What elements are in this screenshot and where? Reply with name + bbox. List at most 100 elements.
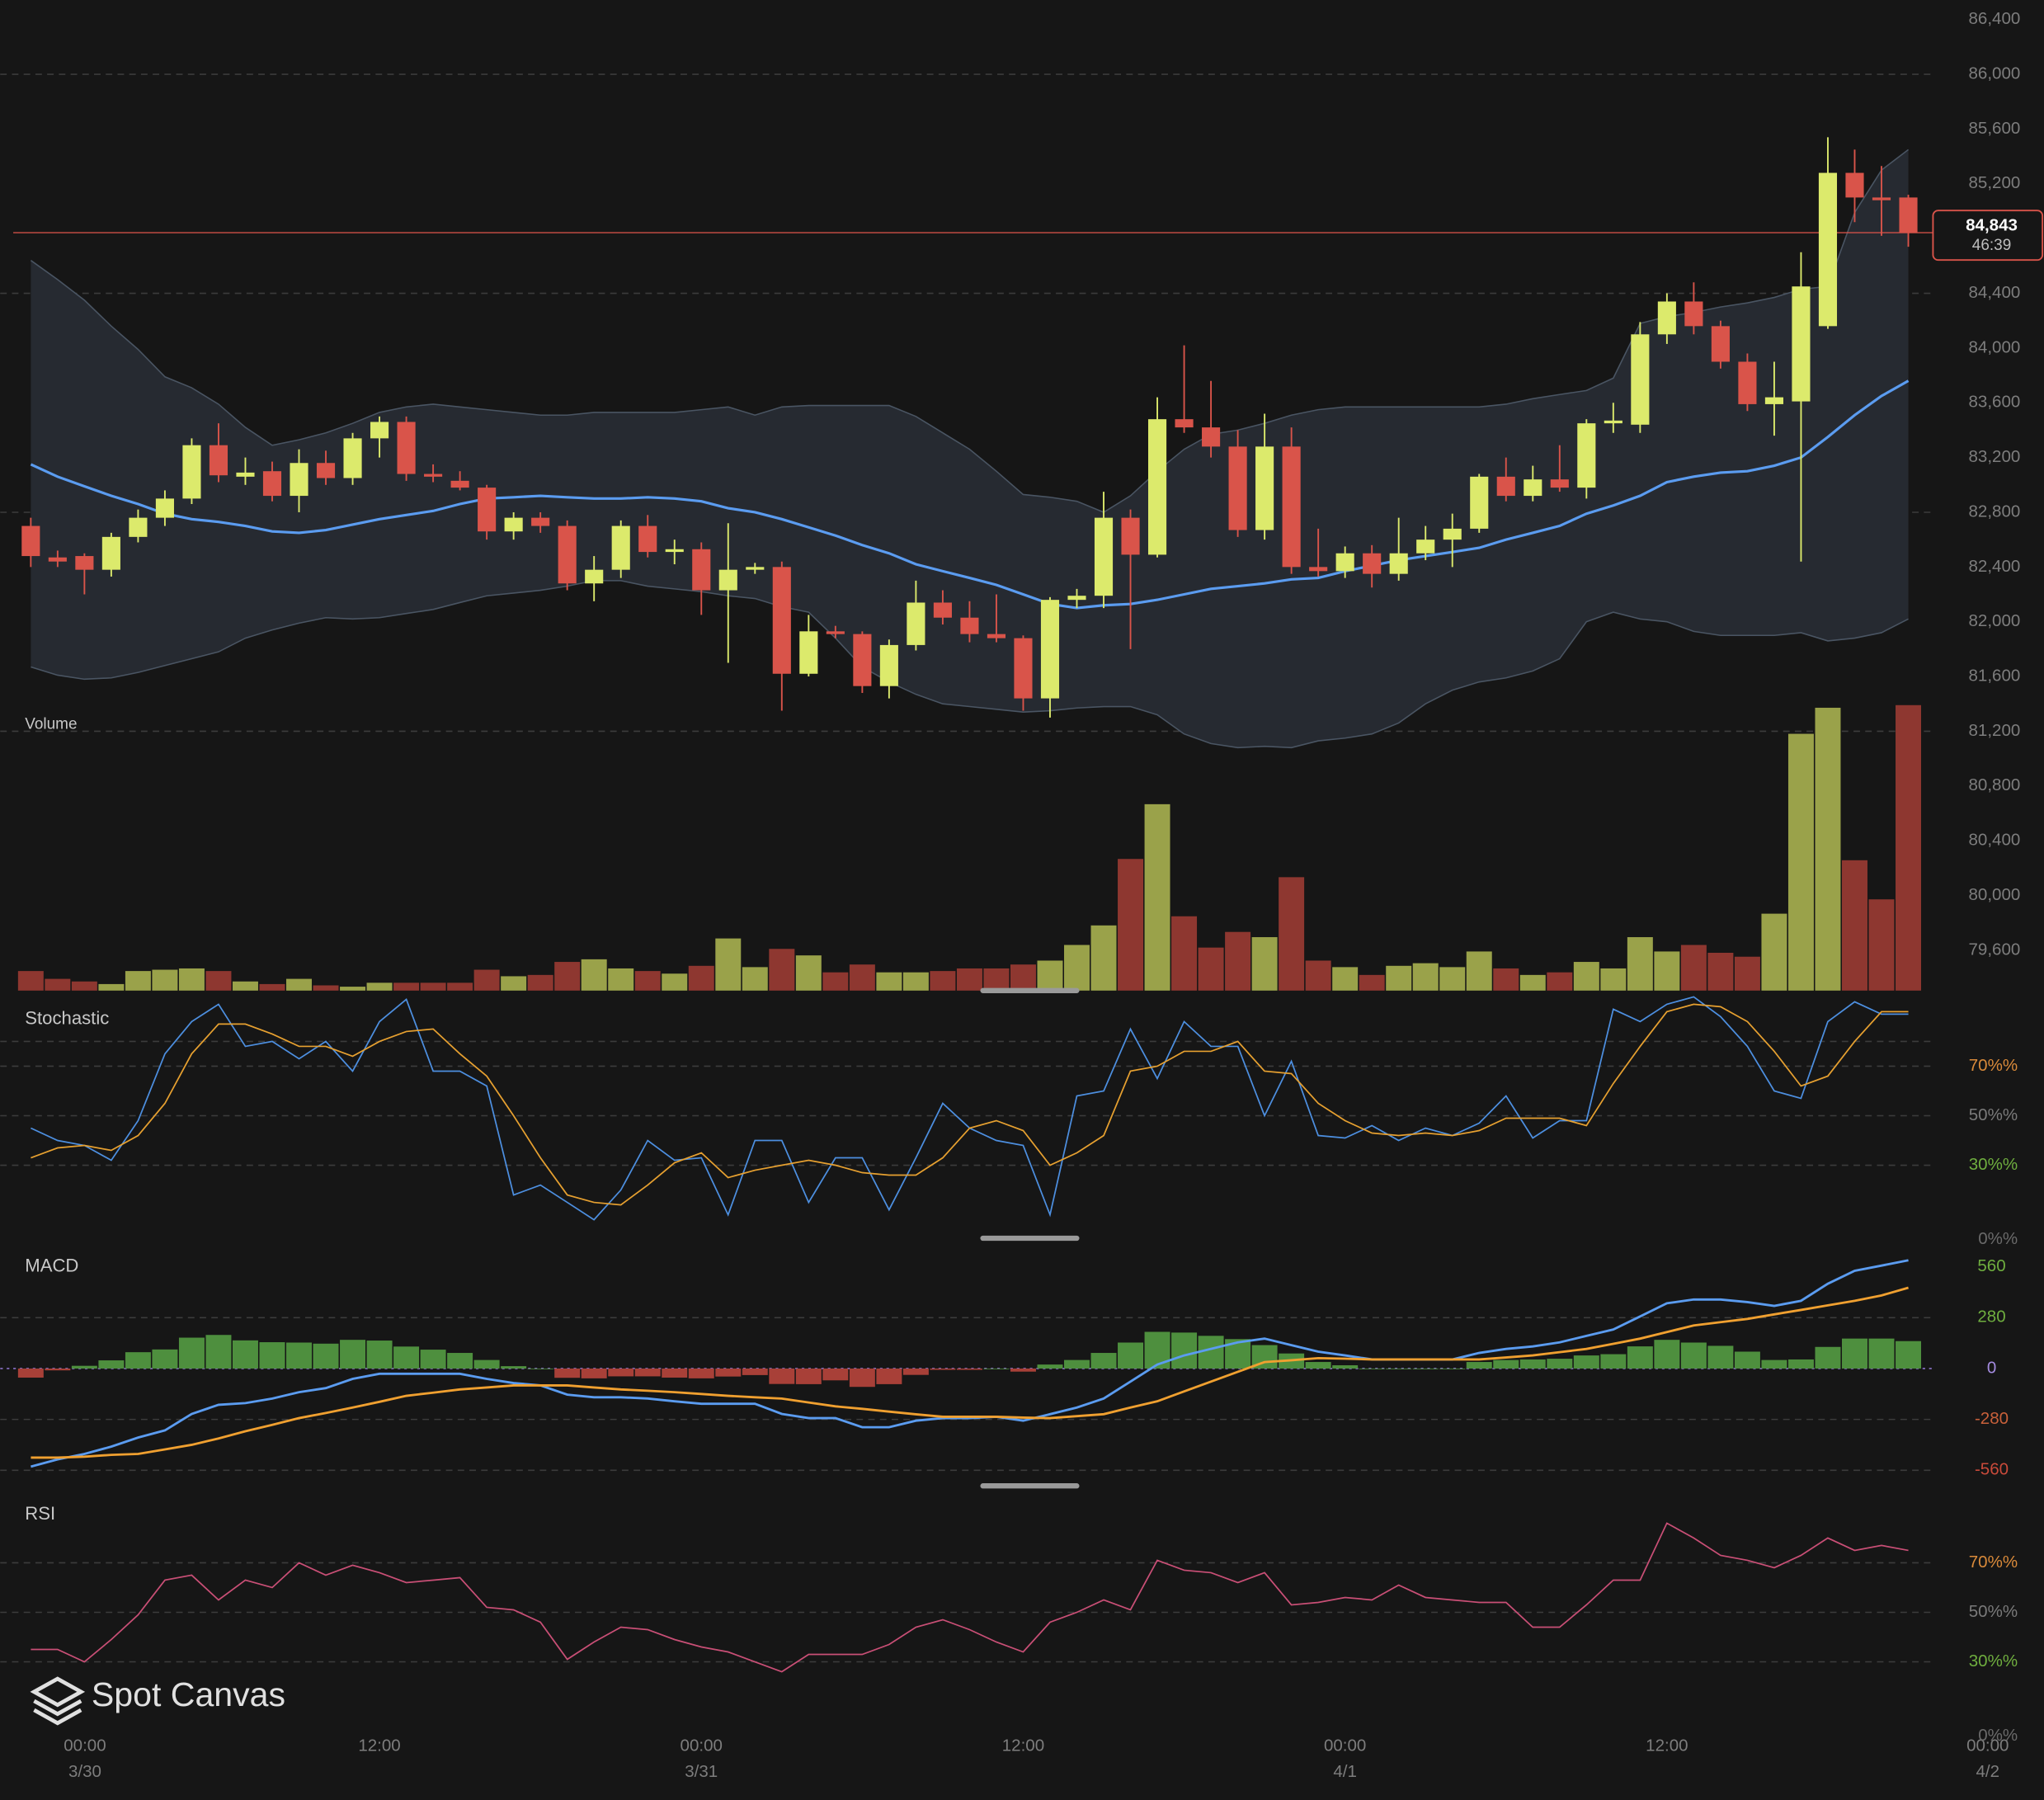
macd-histogram-bar [1896,1341,1922,1369]
candle-body [1470,476,1489,529]
candle-body [772,567,791,674]
volume-bar [125,971,151,991]
macd-histogram-bar [313,1343,339,1369]
candle-body [1067,596,1086,601]
volume-bar [795,955,822,991]
volume-bar [554,962,581,991]
candle-body [665,549,684,553]
macd-histogram-bar [1600,1354,1627,1369]
candle-body [1014,638,1033,699]
candle-body [1550,479,1569,488]
macd-histogram-bar [1519,1359,1546,1369]
x-tick-label: 00:00 [681,1736,723,1755]
panel-title: MACD [25,1256,78,1276]
volume-bar [930,971,956,991]
volume-bar [152,969,178,991]
macd-histogram-bar [1171,1332,1198,1369]
candle-body [638,525,657,553]
panel-title: Volume [25,716,77,733]
y-tick-label: 85,600 [1968,119,2020,138]
candle-body [585,569,604,584]
macd-histogram-bar [742,1368,768,1375]
y-tick-label: 30%% [1969,1652,2018,1670]
candle-body [879,644,898,686]
candle-body [1792,286,1811,402]
volume-bar [715,938,742,991]
y-tick-label: 280 [1977,1308,2005,1326]
candle-body [1202,427,1221,447]
volume-bar [1090,925,1117,991]
y-tick-label: -560 [1975,1460,2009,1479]
volume-bar [178,968,205,991]
panel-resize-handle[interactable] [980,1235,1080,1242]
macd-histogram-bar [1627,1346,1653,1369]
macd-histogram-bar [1493,1359,1519,1369]
volume-bar [1010,964,1036,991]
volume-bar [1225,931,1251,991]
candle-body [48,557,67,562]
macd-histogram-bar [1144,1331,1170,1369]
macd-histogram-bar [286,1342,312,1369]
volume-bar [688,965,714,991]
marks-layer [13,137,2044,1673]
candle-body [478,488,497,532]
volume-bar [205,971,232,991]
indicator-line [31,1286,1909,1459]
macd-histogram-bar [1868,1338,1895,1369]
volume-bar [983,968,1010,991]
macd-histogram-bar [1815,1346,1841,1369]
y-tick-label: 560 [1977,1256,2005,1275]
candle-body [21,525,40,557]
x-tick-label: 12:00 [358,1736,400,1755]
candle-body [182,445,201,499]
macd-histogram-bar [473,1359,500,1369]
macd-histogram-bar [634,1368,661,1377]
macd-histogram-bar [340,1340,366,1369]
volume-bar [1787,733,1814,991]
y-tick-label: 0%% [1978,1726,2018,1745]
volume-bar [286,978,312,991]
macd-histogram-bar [769,1368,795,1384]
macd-histogram-bar [420,1350,446,1369]
x-tick-date: 3/30 [68,1762,101,1781]
volume-bar [1251,937,1278,991]
x-tick-label: 12:00 [1002,1736,1044,1755]
candle-body [450,480,469,488]
volume-bar [420,982,446,991]
y-tick-label: 79,600 [1968,940,2020,959]
volume-bar [1761,913,1787,991]
volume-bar [1305,960,1331,991]
candle-body [75,556,94,570]
macd-histogram-bar [822,1368,849,1381]
panel-resize-handle[interactable] [980,1483,1080,1489]
volume-bar [1868,899,1895,991]
macd-histogram-bar [1734,1351,1760,1369]
candle-body [262,471,282,497]
volume-bar [71,981,97,991]
candle-body [1764,397,1783,404]
y-tick-label: 84,400 [1968,283,2020,302]
candle-body [1040,600,1060,699]
candle-body [960,617,979,634]
candle-body [290,463,308,497]
logo-icon [33,1708,82,1726]
panel-title: Stochastic [25,1007,109,1028]
volume-bar [1037,960,1063,991]
macd-histogram-bar [1198,1336,1224,1369]
candle-body [1416,540,1435,554]
panel-resize-handle[interactable] [980,987,1080,993]
macd-histogram-bar [554,1368,581,1378]
y-tick-label: 82,800 [1968,502,2020,521]
macd-histogram-bar [1090,1353,1117,1369]
candle-body [1309,567,1328,572]
macd-histogram-bar [366,1341,393,1369]
candle-body [826,631,845,634]
macd-histogram-bar [715,1368,742,1377]
candle-body [236,472,255,477]
candle-body [1228,446,1247,530]
candle-body [1657,301,1676,335]
volume-bar [1493,968,1519,991]
macd-histogram-bar [1010,1368,1036,1372]
candle-body [343,438,362,478]
